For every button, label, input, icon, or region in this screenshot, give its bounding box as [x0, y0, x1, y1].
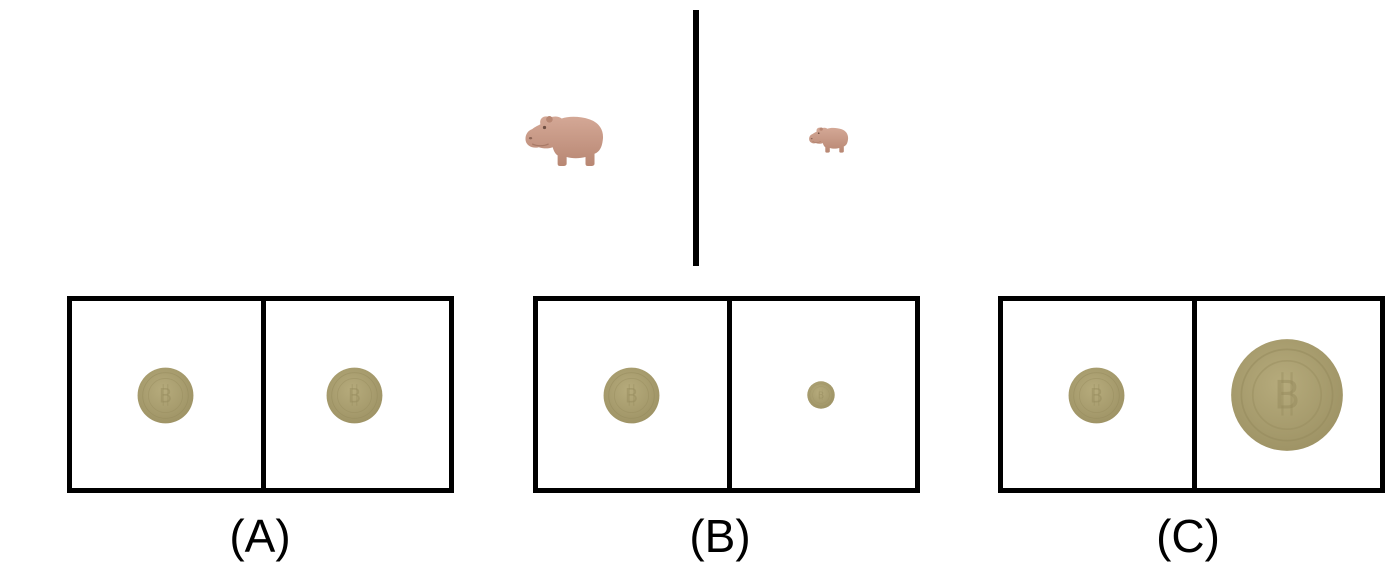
option-c-panel[interactable] — [998, 296, 1385, 493]
coin-icon — [807, 381, 835, 409]
coin-icon — [326, 367, 383, 424]
option-b-label[interactable]: (B) — [689, 510, 751, 562]
panel-divider — [727, 301, 732, 488]
coin-icon — [603, 367, 660, 424]
option-c-label[interactable]: (C) — [1156, 510, 1220, 562]
coin-icon — [1068, 367, 1125, 424]
coin-icon — [1230, 338, 1344, 452]
hippo-icon — [524, 111, 606, 167]
coin-icon — [137, 367, 194, 424]
panel-divider — [261, 301, 266, 488]
option-b-panel[interactable] — [533, 296, 920, 493]
panel-divider — [1192, 301, 1197, 488]
reference-divider — [693, 10, 699, 266]
option-a-panel[interactable] — [67, 296, 454, 493]
hippo-icon — [808, 125, 850, 153]
option-a-label[interactable]: (A) — [229, 510, 291, 562]
